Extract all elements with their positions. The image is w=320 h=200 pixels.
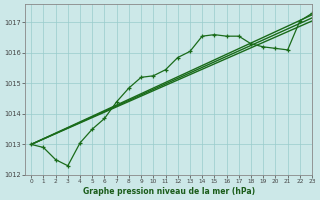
X-axis label: Graphe pression niveau de la mer (hPa): Graphe pression niveau de la mer (hPa)	[83, 187, 255, 196]
